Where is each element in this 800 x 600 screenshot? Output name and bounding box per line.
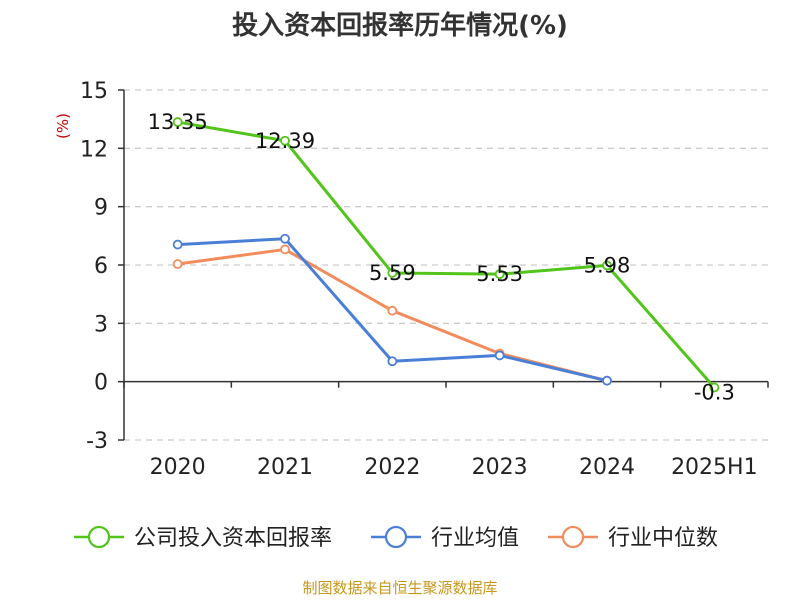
data-label: 5.98 xyxy=(584,253,631,277)
data-label: 5.53 xyxy=(476,262,523,286)
data-point[interactable] xyxy=(709,382,720,393)
y-tick-label: 6 xyxy=(94,254,108,279)
data-point[interactable] xyxy=(494,269,505,280)
data-point[interactable] xyxy=(280,244,290,255)
data-label: 5.59 xyxy=(369,261,416,285)
x-tick-label: 2022 xyxy=(364,455,420,480)
data-label: -0.3 xyxy=(694,381,735,405)
data-point[interactable] xyxy=(387,305,398,316)
y-tick-label: 15 xyxy=(80,79,108,104)
data-point[interactable] xyxy=(602,375,612,386)
y-tick-label: 9 xyxy=(94,196,108,221)
series-line-0 xyxy=(177,120,716,389)
x-tick-label: 2023 xyxy=(472,455,528,480)
x-tick-label: 2025H1 xyxy=(671,455,758,480)
data-point[interactable] xyxy=(280,135,290,146)
axis-layer: 15 12 9 6 3 0 -3 2020 2021 2022 2023 2024 2025H1 xyxy=(80,79,769,480)
legend-item-1[interactable]: 行业均值 xyxy=(371,525,519,551)
data-point[interactable] xyxy=(387,268,398,278)
data-label-layer: 13.35 12.39 5.59 5.53 5.98 -0.3 xyxy=(148,110,735,404)
y-tick-label: 3 xyxy=(94,312,108,337)
legend-item-0[interactable]: 公司投入资本回报率 xyxy=(74,525,332,551)
data-label: 13.35 xyxy=(148,110,208,134)
data-label: 12.39 xyxy=(255,129,315,153)
legend-marker xyxy=(87,525,111,549)
legend: 公司投入资本回报率 行业均值 行业中位数 xyxy=(74,525,718,551)
chart-title: 投入资本回报率历年情况(%) xyxy=(232,10,568,41)
legend-marker xyxy=(384,525,408,549)
data-point[interactable] xyxy=(172,239,183,250)
data-point[interactable] xyxy=(602,260,612,271)
data-point[interactable] xyxy=(172,259,183,269)
series-layer xyxy=(172,117,720,393)
y-axis-label: (%) xyxy=(54,113,72,139)
legend-label: 行业均值 xyxy=(431,526,519,551)
data-point[interactable] xyxy=(280,233,290,244)
legend-item-2[interactable]: 行业中位数 xyxy=(548,525,718,551)
source-note: 制图数据来自恒生聚源数据库 xyxy=(302,579,497,597)
data-point[interactable] xyxy=(494,350,505,361)
legend-marker xyxy=(561,525,585,549)
y-tick-label: 12 xyxy=(80,137,108,162)
legend-label: 公司投入资本回报率 xyxy=(134,526,332,551)
y-tick-label: 0 xyxy=(94,371,108,396)
data-point[interactable] xyxy=(387,356,398,367)
y-tick-label: -3 xyxy=(86,429,108,454)
x-tick-label: 2024 xyxy=(579,455,635,480)
x-tick-label: 2020 xyxy=(150,455,206,480)
grid-layer xyxy=(124,89,768,441)
x-tick-label: 2021 xyxy=(257,455,313,480)
data-point[interactable] xyxy=(172,117,183,127)
legend-label: 行业中位数 xyxy=(608,526,718,551)
